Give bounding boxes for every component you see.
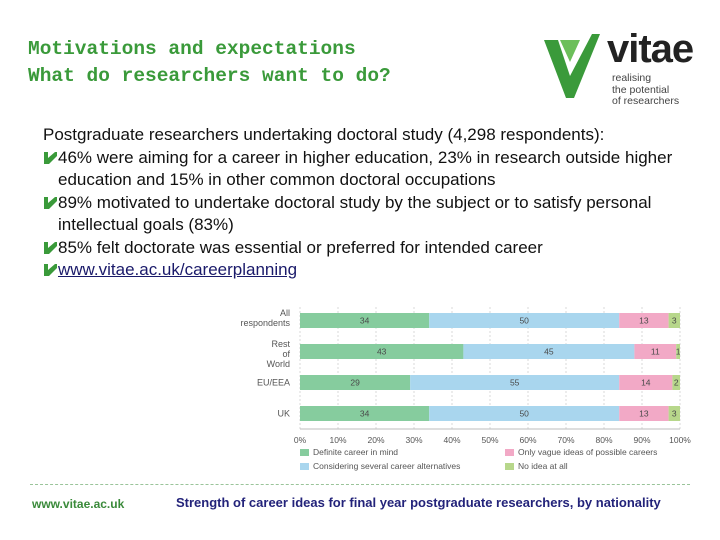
x-tick-label: 40% [443,435,460,445]
vitae-logo: vitae realising the potential of researc… [540,27,700,110]
bar-segment [300,344,464,359]
category-label: All respondents [240,308,290,328]
bar-segment [429,406,620,421]
bar-segment [410,375,620,390]
chart-caption: Strength of career ideas for final year … [176,495,661,510]
x-tick-label: 80% [595,435,612,445]
x-tick-label: 10% [329,435,346,445]
x-tick-label: 50% [481,435,498,445]
bar-segment [672,375,680,390]
logo-tagline-line: realising [612,72,652,84]
x-tick-label: 0% [294,435,307,445]
bullet-item: www.vitae.ac.uk/careerplanning [40,259,700,282]
career-planning-link[interactable]: www.vitae.ac.uk/careerplanning [58,260,298,279]
bullet-item: 46% were aiming for a career in higher e… [40,147,700,192]
legend-label: Definite career in mind [313,447,398,457]
x-tick-label: 90% [633,435,650,445]
bar-segment [300,375,411,390]
bar-value-label: 13 [639,316,649,326]
category-label: EU/EEA [257,378,290,388]
x-tick-label: 30% [405,435,422,445]
footer-url: www.vitae.ac.uk [32,497,125,511]
logo-tagline-line: of researchers [612,95,680,107]
bullet-list: Postgraduate researchers undertaking doc… [40,124,700,282]
green-arrow-icon [44,264,57,276]
logo-tagline-line: the potential [612,83,670,96]
x-tick-label: 60% [519,435,536,445]
bar-value-label: 3 [672,316,677,326]
bar-value-label: 34 [360,409,370,419]
x-tick-label: 100% [669,435,691,445]
bar-value-label: 34 [360,316,370,326]
bar-value-label: 3 [672,409,677,419]
legend-swatch [505,463,514,470]
bar-value-label: 11 [651,347,660,357]
legend-label: No idea at all [518,461,568,471]
bullet-item: 85% felt doctorate was essential or pref… [40,237,700,260]
category-label: UK [277,409,290,419]
bar-segment [668,313,680,328]
bullet-text: 46% were aiming for a career in higher e… [58,147,673,190]
bar-segment [300,313,430,328]
title-line-2: What do researchers want to do? [28,65,391,87]
bar-segment [619,375,673,390]
bar-segment [463,344,635,359]
x-tick-label: 70% [557,435,574,445]
logo-tagline: realising the potential of researchers [612,72,680,108]
bullet-text: 85% felt doctorate was essential or pref… [58,237,543,257]
bullet-text: 89% motivated to undertake doctoral stud… [58,192,652,235]
legend-swatch [300,449,309,456]
footer-divider [30,484,690,485]
vitae-logo-mark-icon [544,34,600,98]
bar-value-label: 14 [641,378,651,388]
bar-value-label: 55 [510,378,520,388]
legend-label: Only vague ideas of possible careers [518,447,657,457]
legend-swatch [300,463,309,470]
bar-segment [634,344,677,359]
bullet-lead: Postgraduate researchers undertaking doc… [43,125,605,144]
legend-label: Considering several career alternatives [313,461,460,471]
bar-value-label: 29 [350,378,360,388]
bar-segment [619,313,669,328]
bar-segment [429,313,620,328]
bar-segment [300,406,430,421]
slide-title: Motivations and expectations What do res… [28,36,498,90]
title-line-1: Motivations and expectations [28,38,356,60]
green-arrow-icon [44,241,57,254]
bar-value-label: 13 [639,409,649,419]
bar-value-label: 43 [377,347,387,357]
bar-segment [676,344,680,359]
bar-value-label: 50 [519,409,529,419]
green-arrow-icon [44,196,57,209]
bar-segment [619,406,669,421]
bar-value-label: 50 [519,316,529,326]
logo-wordmark: vitae [607,27,694,71]
category-label: Rest of World [267,339,291,369]
bar-value-label: 2 [674,378,679,388]
bar-value-label: 1 [676,347,681,357]
x-tick-label: 20% [367,435,384,445]
bullet-item: 89% motivated to undertake doctoral stud… [40,192,700,237]
legend-swatch [505,449,514,456]
green-arrow-icon [44,151,57,164]
bar-value-label: 45 [544,347,554,357]
bar-segment [668,406,680,421]
